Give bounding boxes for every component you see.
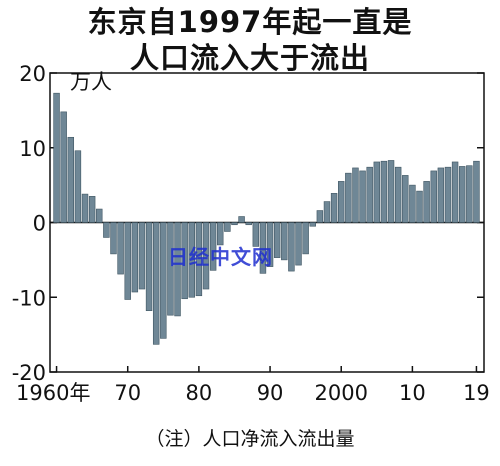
x-tick-label: 10: [399, 381, 426, 405]
bar-2012: [423, 181, 430, 223]
bar-1999: [330, 193, 338, 223]
bar-1975: [160, 222, 167, 339]
bar-2005: [373, 161, 381, 223]
bar-2014: [437, 167, 445, 223]
bar-2019: [473, 160, 480, 223]
bar-1995: [302, 222, 309, 255]
bar-1974: [152, 222, 160, 345]
x-tick-label: 70: [114, 381, 141, 405]
x-tick-label: 80: [186, 381, 213, 405]
bar-1966: [96, 208, 103, 223]
bar-1980: [195, 222, 203, 297]
bar-1961: [60, 111, 67, 223]
bar-2000: [338, 181, 345, 223]
bar-2018: [466, 165, 473, 223]
chart-title: 东京自1997年起一直是 人口流入大于流出: [0, 4, 500, 76]
y-axis-unit-label: 万人: [70, 70, 112, 94]
bar-2009: [402, 175, 409, 223]
bar-1964: [81, 193, 89, 223]
bar-1962: [67, 136, 75, 223]
bar-1992: [281, 222, 288, 261]
bar-1994: [295, 222, 302, 266]
bar-1982: [209, 222, 217, 271]
bar-1972: [138, 222, 146, 290]
bar-1977: [174, 222, 181, 317]
bar-1987: [245, 222, 252, 226]
bar-2013: [430, 170, 437, 223]
bar-1989: [259, 222, 267, 274]
bar-1986: [238, 216, 245, 223]
bar-1968: [110, 222, 117, 255]
x-tick-label: 90: [257, 381, 284, 405]
bar-1985: [231, 222, 238, 226]
y-tick-label: 10: [19, 137, 46, 161]
chart-note: （注）人口净流入流出量: [145, 428, 355, 450]
bar-1993: [288, 222, 295, 272]
bar-1991: [273, 222, 281, 258]
bar-1996: [309, 222, 316, 227]
bar-1979: [188, 222, 195, 298]
bar-2003: [359, 170, 366, 223]
bar-1988: [252, 222, 260, 247]
bar-1967: [103, 222, 110, 238]
bar-1984: [224, 222, 231, 232]
bar-1965: [88, 196, 96, 223]
bar-1997: [316, 210, 324, 223]
bar-1973: [145, 222, 153, 312]
x-tick-label: 2000: [314, 381, 367, 405]
bar-1978: [181, 222, 188, 300]
bar-1969: [117, 222, 124, 275]
chart-title-line-2: 人口流入大于流出: [129, 41, 370, 75]
bar-2011: [416, 190, 423, 223]
bar-2004: [366, 166, 373, 223]
bar-1990: [266, 222, 274, 267]
bar-1960: [53, 92, 60, 223]
y-tick-label: 0: [33, 212, 46, 236]
bar-1970: [124, 222, 131, 300]
y-tick-label: -10: [12, 286, 46, 310]
bar-1983: [217, 222, 224, 246]
y-tick-label: 20: [19, 62, 46, 86]
x-tick-label: 1960年: [16, 381, 90, 405]
x-tick-label: 19: [463, 381, 490, 405]
bar-2010: [409, 184, 416, 223]
bar-2017: [458, 166, 466, 223]
watermark-label: 日经中文网: [168, 245, 273, 269]
bar-2001: [345, 172, 352, 223]
bar-2006: [380, 160, 388, 223]
bar-1981: [202, 222, 210, 290]
bar-2002: [352, 167, 359, 223]
bar-2016: [451, 161, 459, 223]
bar-2007: [387, 160, 395, 223]
bar-2008: [394, 166, 402, 223]
chart-title-line-1: 东京自1997年起一直是: [87, 5, 413, 39]
y-tick-label: -20: [12, 361, 46, 385]
bar-1963: [74, 150, 82, 223]
bar-1976: [167, 222, 174, 316]
bar-1998: [323, 201, 331, 223]
bar-2015: [444, 166, 452, 223]
bar-1971: [131, 222, 139, 293]
